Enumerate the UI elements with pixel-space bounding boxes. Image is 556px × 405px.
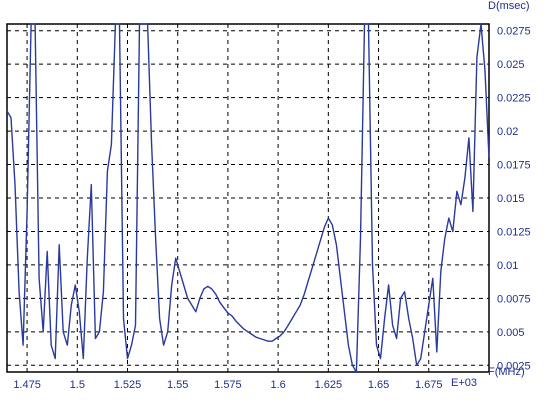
y-tick-labels: 0.0025 0.005 0.0075 0.01 0.0125 0.015 0.0175 0.…	[497, 26, 531, 373]
x-tick-label-6: 1.625	[315, 379, 343, 391]
series-line	[6, 23, 490, 373]
y-tick-label-4: 0.0125	[497, 226, 531, 238]
plot-frame	[6, 23, 490, 373]
y-axis-title: D(msec)	[488, 0, 530, 12]
x-tick-label-2: 1.525	[114, 379, 142, 391]
x-tick-label-7: 1.65	[368, 379, 389, 391]
y-tick-label-3: 0.01	[497, 260, 518, 272]
x-axis-multiplier: E+03	[451, 377, 477, 389]
x-tick-labels: 1.475 1.5 1.525 1.55 1.575 1.6 1.625 1.65 1.675	[13, 379, 442, 391]
y-tick-label-5: 0.015	[497, 193, 525, 205]
x-tick-label-5: 1.6	[270, 379, 285, 391]
x-tick-label-0: 1.475	[13, 379, 41, 391]
x-tick-label-4: 1.575	[214, 379, 242, 391]
y-tick-label-9: 0.025	[497, 59, 525, 71]
y-tick-label-1: 0.005	[497, 327, 525, 339]
x-tick-label-3: 1.55	[167, 379, 188, 391]
y-tick-label-0: 0.0025	[497, 360, 531, 372]
y-tick-label-10: 0.0275	[497, 26, 531, 38]
y-tick-label-7: 0.02	[497, 126, 518, 138]
x-tick-label-8: 1.675	[415, 379, 443, 391]
y-tick-label-2: 0.0075	[497, 293, 531, 305]
x-axis-title: F(MHz)	[488, 366, 525, 378]
chart-grid	[7, 24, 489, 372]
y-tick-label-8: 0.0225	[497, 93, 531, 105]
x-tick-label-1: 1.5	[70, 379, 85, 391]
y-tick-label-6: 0.0175	[497, 160, 531, 172]
